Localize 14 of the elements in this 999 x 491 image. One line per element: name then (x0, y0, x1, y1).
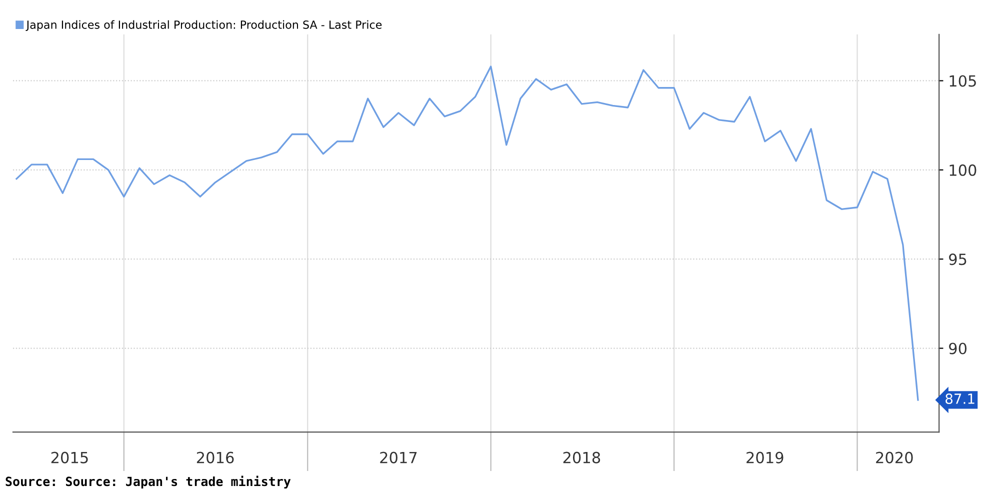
annotation: 87.1 (946, 394, 974, 404)
x-tick-label: 2018 (563, 452, 600, 464)
y-tick-label: 105 (950, 75, 976, 87)
x-tick-label: 2015 (51, 452, 88, 464)
x-tick-label: 2016 (196, 452, 234, 464)
x-tick-label: 2020 (876, 452, 913, 464)
y-tick-label: 95 (949, 254, 966, 266)
x-tick-label: 2019 (746, 452, 784, 464)
source-note: Source: Source: Japan's trade ministry (6, 476, 291, 489)
y-tick-label: 100 (950, 164, 976, 176)
legend-label: Japan Indices of Industrial Production: Production SA - Last Price (26, 20, 382, 32)
x-tick-label: 2017 (380, 452, 417, 464)
y-tick-label: 90 (949, 342, 967, 354)
line-series (16, 66, 919, 401)
